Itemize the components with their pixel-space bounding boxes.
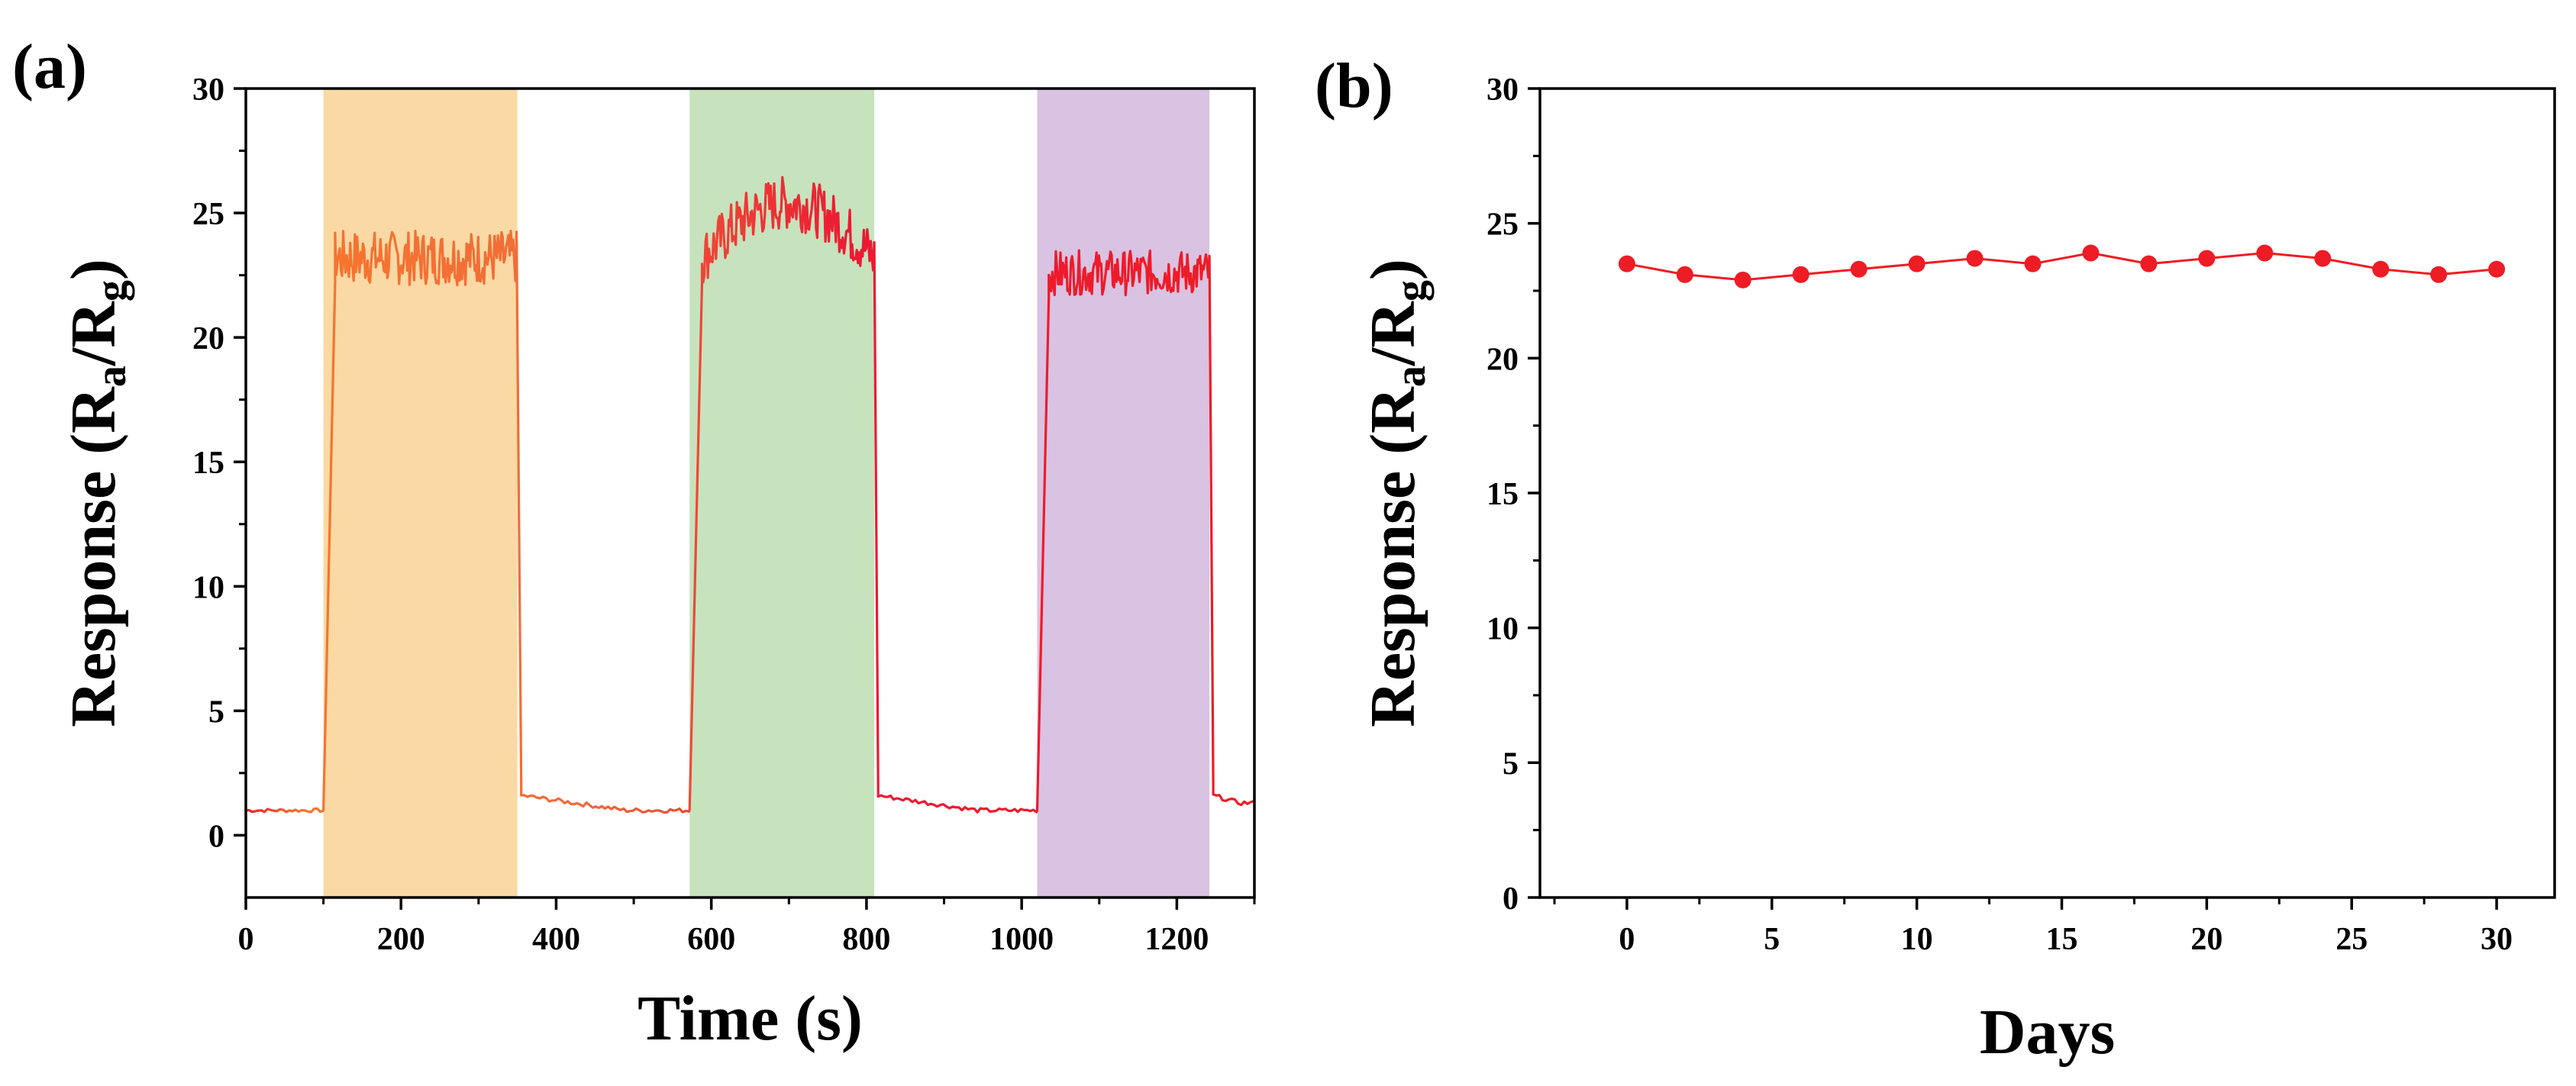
a-y-tick-label: 20 xyxy=(192,321,224,356)
data-point-day-14 xyxy=(2024,255,2042,272)
b-y-tick-label: 5 xyxy=(1503,746,1519,781)
b-y-tick-label: 25 xyxy=(1487,208,1519,243)
b-ylabel-slash: /R xyxy=(1357,301,1428,366)
b-y-tick-label: 30 xyxy=(1487,73,1519,108)
b-ylabel-close: ) xyxy=(1357,259,1428,280)
a-x-tick-label: 0 xyxy=(238,922,254,957)
a-x-axis-title: Time (s) xyxy=(638,983,863,1054)
a-y-tick-label: 10 xyxy=(192,570,224,605)
a-x-tick-label: 800 xyxy=(842,922,890,957)
data-point-day-20 xyxy=(2198,250,2216,267)
chart-b: 0 5 10 15 20 25 30 0 5 10 15 20 25 30 Days Response (… xyxy=(1357,73,2556,1068)
b-x-tick-label: 5 xyxy=(1764,922,1780,957)
data-point-day-30 xyxy=(2488,260,2506,278)
b-axes-frame xyxy=(1538,87,2556,899)
data-point-day-10 xyxy=(1908,255,1926,272)
response-curve xyxy=(245,176,1254,814)
shaded-region-3 xyxy=(1037,89,1210,897)
b-x-tick-label: 10 xyxy=(1901,922,1933,957)
a-y-tick-label: 30 xyxy=(192,73,224,108)
b-x-tick-label: 30 xyxy=(2481,922,2513,957)
days-connector-line xyxy=(1626,251,2497,282)
b-ylabel-main: Response (R xyxy=(1357,386,1428,727)
b-y-tick-label: 15 xyxy=(1487,477,1519,512)
b-ylabel-sub2: g xyxy=(1387,280,1435,301)
b-x-axis-title: Days xyxy=(1980,997,2115,1068)
shaded-region-1 xyxy=(323,89,518,897)
days-points xyxy=(1618,244,2506,288)
b-x-tick-label: 25 xyxy=(2336,922,2368,957)
a-y-axis-title: Response (Ra/Rg) xyxy=(58,259,135,727)
data-point-day-8 xyxy=(1850,260,1867,278)
a-ylabel-sub2: g xyxy=(88,280,135,301)
data-point-day-0 xyxy=(1618,255,1635,272)
b-y-tick-label: 20 xyxy=(1487,342,1519,377)
data-point-day-16 xyxy=(2082,244,2100,262)
a-axes-frame xyxy=(244,87,1256,899)
data-point-day-12 xyxy=(1966,250,1984,267)
a-ylabel-main: Response (R xyxy=(58,386,129,727)
b-y-axis-title: Response (Ra/Rg) xyxy=(1357,259,1435,727)
b-x-tick-label: 0 xyxy=(1619,922,1635,957)
a-x-tick-label: 400 xyxy=(532,922,580,957)
panel-a-label: (a) xyxy=(12,31,87,102)
a-ticks: 0 200 400 600 800 1000 1200 0 5 10 15 20 25 30 xyxy=(192,73,1256,957)
shaded-regions xyxy=(323,89,1210,897)
a-y-tick-label: 25 xyxy=(192,197,224,232)
b-x-tick-label: 20 xyxy=(2190,922,2223,957)
data-point-day-28 xyxy=(2430,266,2448,283)
data-point-day-22 xyxy=(2256,244,2274,262)
b-y-tick-label: 0 xyxy=(1503,881,1519,917)
data-point-day-26 xyxy=(2372,260,2390,278)
a-x-tick-label: 1200 xyxy=(1144,922,1209,957)
a-x-tick-label: 200 xyxy=(377,922,425,957)
a-y-tick-label: 0 xyxy=(208,819,224,854)
a-ylabel-slash: /R xyxy=(58,301,129,366)
panel-b-label: (b) xyxy=(1315,50,1393,121)
a-ylabel-close: ) xyxy=(58,259,129,280)
chart-a: 0 200 400 600 800 1000 1200 0 5 10 15 20 25 30 Time (… xyxy=(58,73,1256,1054)
b-ticks: 0 5 10 15 20 25 30 0 5 10 15 20 25 30 xyxy=(1487,73,2513,957)
a-x-tick-label: 600 xyxy=(687,922,735,957)
data-point-day-6 xyxy=(1792,266,1809,283)
b-y-tick-label: 10 xyxy=(1487,612,1519,647)
a-x-tick-label: 1000 xyxy=(989,922,1054,957)
b-ylabel-sub1: a xyxy=(1387,366,1435,387)
data-point-day-4 xyxy=(1734,271,1751,288)
a-y-tick-label: 5 xyxy=(208,694,224,730)
data-point-day-24 xyxy=(2314,250,2332,267)
a-ylabel-sub1: a xyxy=(88,366,135,387)
a-y-tick-label: 15 xyxy=(192,446,224,481)
data-point-day-2 xyxy=(1676,266,1693,283)
b-x-tick-label: 15 xyxy=(2045,922,2077,957)
data-point-day-18 xyxy=(2140,255,2158,272)
